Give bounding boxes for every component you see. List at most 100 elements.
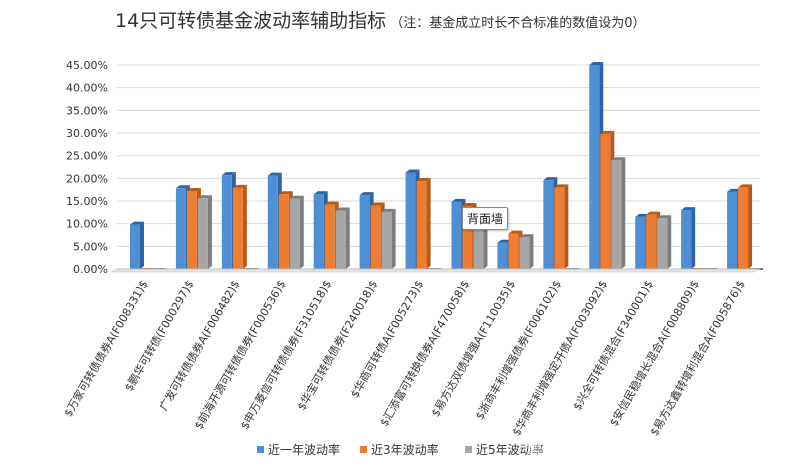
bar-front [519, 237, 530, 269]
legend-label: 近3年波动率 [371, 442, 439, 457]
bar-top [451, 198, 466, 202]
series-5yr-bar [197, 195, 212, 269]
bar-front [278, 194, 289, 269]
category-label: $浙商丰利增强债券(F006102)$ [472, 278, 564, 423]
bar-front [197, 198, 208, 269]
bar-front [405, 172, 416, 269]
bar-front [381, 211, 392, 269]
bar-front [359, 195, 370, 269]
bar-side [529, 234, 534, 269]
category-label: 广发可转债债券A(F006482)$ [156, 278, 242, 414]
bar-top [589, 62, 604, 65]
bar-top [543, 177, 558, 181]
bar-top [289, 195, 304, 199]
bar-top [681, 207, 696, 211]
y-tick-label: 0.00% [73, 263, 108, 276]
bar-front [313, 194, 324, 269]
bar-top [738, 184, 753, 188]
bar-top [313, 191, 328, 195]
bar-front [600, 133, 611, 269]
y-tick-label: 10.00% [66, 218, 108, 231]
y-tick-label: 20.00% [66, 172, 108, 185]
bar-side [140, 221, 144, 269]
bar-side [345, 207, 350, 269]
bar-top [519, 234, 534, 238]
category-label: $安信民稳增长混合A(F008809)$ [606, 278, 701, 429]
category-label: $华商丰利增强定开债A(F003092)$ [509, 278, 610, 439]
bar-top [646, 211, 661, 215]
category-label: $汇添富可转换债券A(F470058)$ [377, 278, 472, 429]
bar-top [267, 172, 282, 176]
bar-front [543, 180, 554, 269]
series-5yr-bar [289, 195, 304, 269]
bar-top [197, 195, 212, 199]
bar-front [727, 191, 738, 269]
bar-top [497, 239, 512, 243]
x-axis [110, 268, 761, 273]
bar-side [299, 195, 304, 269]
y-tick-label: 25.00% [66, 150, 108, 163]
series-5yr-bar [381, 208, 396, 269]
legend-swatch [360, 446, 367, 453]
bar-top [130, 221, 144, 225]
bar-front [289, 198, 300, 269]
bar-top [381, 208, 396, 212]
watermark: 雪球：喜欢投资的谭小胖 [525, 441, 712, 461]
bar-front [221, 175, 232, 269]
legend-swatch [257, 446, 264, 453]
bar-front [370, 205, 381, 269]
bar-top [727, 188, 742, 192]
series-3yr-bar [232, 184, 247, 269]
legend-label: 近一年波动率 [268, 442, 340, 457]
series-5yr-bar [335, 207, 350, 269]
bar-top [635, 213, 650, 217]
bar-side [391, 208, 396, 269]
bar-top [554, 184, 569, 188]
bar-side [483, 218, 488, 269]
bar-front [657, 218, 668, 269]
bar-front [462, 205, 473, 269]
bars-group [130, 62, 764, 270]
legend-swatch [465, 446, 472, 453]
bar-top [335, 207, 350, 211]
bar-side [207, 195, 212, 269]
series-5yr-bar [611, 157, 626, 269]
y-tick-label: 40.00% [66, 82, 108, 95]
bar-top [221, 172, 236, 176]
bar-front [738, 187, 749, 269]
category-label: $易方达双债增强A(F110035)$ [428, 278, 518, 420]
series-1yr-bar [130, 221, 144, 269]
bar-top [324, 201, 339, 205]
bar-front [130, 224, 140, 269]
bar-top [462, 202, 477, 206]
category-labels: $万家可转债债券A(F008331)$$鹏华可转债(F000297)$广发可转债… [61, 278, 748, 439]
bar-front [175, 188, 186, 269]
bar-side [748, 184, 753, 269]
y-tick-label: 5.00% [73, 240, 108, 253]
series-3yr-bar [738, 184, 753, 269]
bar-front [646, 214, 657, 269]
bar-front [451, 201, 462, 269]
bar-top [232, 184, 247, 188]
bar-front [681, 210, 692, 269]
bar-top [600, 130, 615, 134]
y-tick-label: 45.00% [66, 59, 108, 72]
bar-top [175, 185, 190, 189]
chart-subtitle: （注：基金成立时长不合标准的数值设为0） [390, 15, 645, 31]
category-label: $万家可转债债券A(F008331)$ [61, 278, 151, 420]
chart-title: 14只可转债基金波动率辅助指标 （注：基金成立时长不合标准的数值设为0） [115, 10, 645, 32]
chart-tooltip: 背面墙 [462, 207, 509, 230]
y-tick-label: 30.00% [66, 127, 108, 140]
bar-front [473, 221, 484, 269]
y-axis-ticks: 0.00% 5.00% 10.00% 15.00% 20.00% 25.00% 30.00%… [66, 59, 108, 276]
bar-front [611, 160, 622, 269]
bar-top [416, 178, 431, 182]
bar-front [335, 210, 346, 269]
category-label: $华宝可转债债券(F240018)$ [294, 278, 380, 413]
legend-label: 近5年波动率 [476, 442, 544, 457]
series-5yr-bar [657, 215, 672, 269]
bar-side [621, 157, 626, 269]
bar-front [497, 242, 508, 269]
